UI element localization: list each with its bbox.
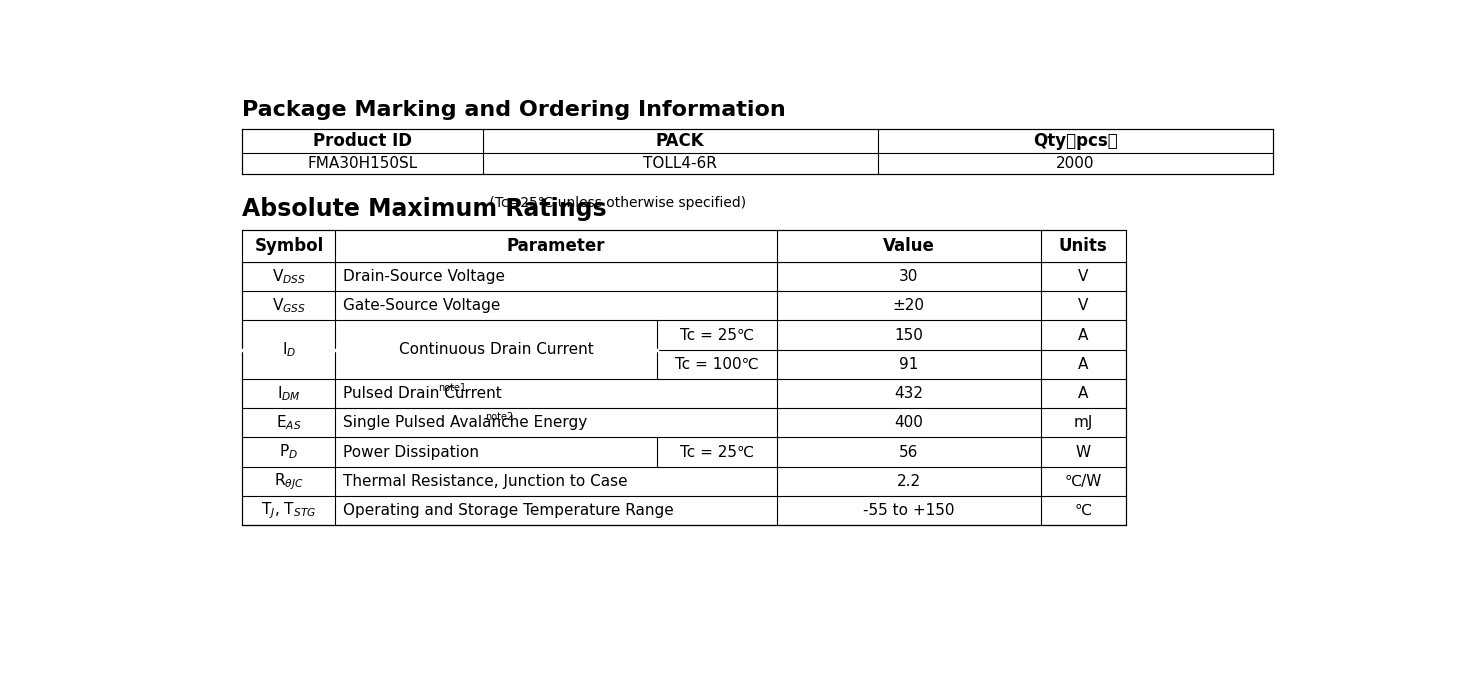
Text: PACK: PACK — [656, 132, 705, 150]
Text: T$_{J}$, T$_{STG}$: T$_{J}$, T$_{STG}$ — [261, 500, 317, 521]
Text: A: A — [1077, 328, 1088, 343]
Text: Units: Units — [1058, 237, 1107, 255]
Text: 30: 30 — [899, 269, 918, 284]
Text: TOLL4-6R: TOLL4-6R — [643, 156, 718, 171]
Text: (Tc=25℃ unless otherwise specified): (Tc=25℃ unless otherwise specified) — [485, 196, 746, 210]
Text: ℃/W: ℃/W — [1064, 474, 1103, 489]
Text: E$_{AS}$: E$_{AS}$ — [276, 414, 302, 432]
Text: 91: 91 — [899, 357, 918, 372]
Text: V: V — [1077, 298, 1088, 313]
Text: 150: 150 — [895, 328, 923, 343]
Text: Drain-Source Voltage: Drain-Source Voltage — [343, 269, 506, 284]
Text: Tc = 25℃: Tc = 25℃ — [680, 445, 755, 459]
Text: I$_{D}$: I$_{D}$ — [282, 340, 296, 359]
Text: 400: 400 — [895, 415, 923, 430]
Text: Single Pulsed Avalanche Energy: Single Pulsed Avalanche Energy — [343, 415, 587, 430]
Text: P$_{D}$: P$_{D}$ — [280, 443, 298, 462]
Text: Package Marking and Ordering Information: Package Marking and Ordering Information — [242, 100, 786, 120]
Text: Symbol: Symbol — [254, 237, 323, 255]
Text: note2: note2 — [485, 412, 513, 423]
Text: Tc = 100℃: Tc = 100℃ — [675, 357, 759, 372]
Text: Qty（pcs）: Qty（pcs） — [1033, 132, 1117, 150]
Text: 2000: 2000 — [1057, 156, 1095, 171]
Text: A: A — [1077, 386, 1088, 401]
Bar — [242, 130, 1274, 174]
Bar — [242, 230, 1126, 262]
Text: V$_{GSS}$: V$_{GSS}$ — [271, 296, 307, 315]
Text: Product ID: Product ID — [312, 132, 413, 150]
Text: ℃: ℃ — [1075, 503, 1092, 518]
Text: 2.2: 2.2 — [896, 474, 921, 489]
Text: Thermal Resistance, Junction to Case: Thermal Resistance, Junction to Case — [343, 474, 628, 489]
Text: Power Dissipation: Power Dissipation — [343, 445, 479, 459]
Text: V: V — [1077, 269, 1088, 284]
Text: A: A — [1077, 357, 1088, 372]
Text: Gate-Source Voltage: Gate-Source Voltage — [343, 298, 501, 313]
Text: mJ: mJ — [1073, 415, 1092, 430]
Text: V$_{DSS}$: V$_{DSS}$ — [271, 267, 307, 286]
Text: ±20: ±20 — [893, 298, 924, 313]
Text: R$_{\theta JC}$: R$_{\theta JC}$ — [274, 471, 304, 491]
Text: I$_{DM}$: I$_{DM}$ — [277, 384, 301, 403]
Text: Continuous Drain Current: Continuous Drain Current — [399, 342, 594, 357]
Text: -55 to +150: -55 to +150 — [864, 503, 955, 518]
Text: note1: note1 — [438, 383, 466, 393]
Text: Parameter: Parameter — [507, 237, 606, 255]
Text: Operating and Storage Temperature Range: Operating and Storage Temperature Range — [343, 503, 674, 518]
Text: FMA30H150SL: FMA30H150SL — [308, 156, 417, 171]
Text: Value: Value — [883, 237, 935, 255]
Bar — [242, 262, 1126, 525]
Text: 432: 432 — [895, 386, 923, 401]
Text: Absolute Maximum Ratings: Absolute Maximum Ratings — [242, 197, 607, 221]
Text: 56: 56 — [899, 445, 918, 459]
Text: Pulsed Drain Current: Pulsed Drain Current — [343, 386, 501, 401]
Text: W: W — [1076, 445, 1091, 459]
Text: Tc = 25℃: Tc = 25℃ — [680, 328, 755, 343]
